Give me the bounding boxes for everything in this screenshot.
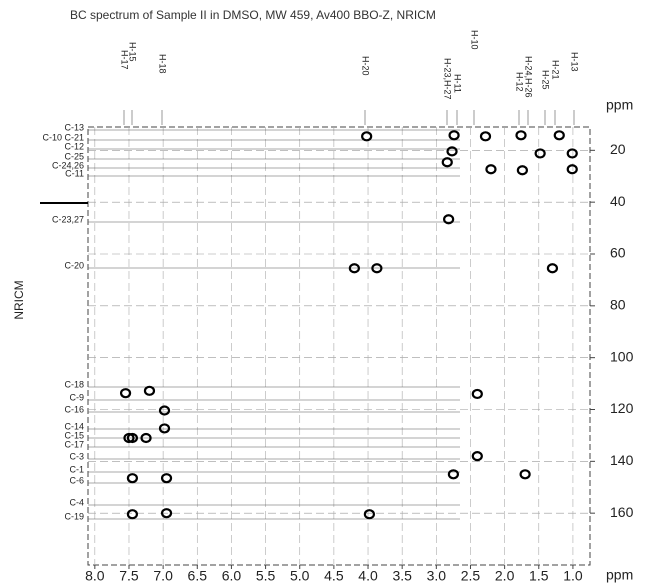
proton-label: H-15: [128, 42, 138, 62]
chart-title: BC spectrum of Sample II in DMSO, MW 459…: [70, 8, 436, 22]
cross-peak: [471, 451, 483, 462]
y-tick-label: 60: [610, 245, 626, 261]
carbon-label: C-25: [64, 151, 84, 161]
carbon-label: C-3: [69, 451, 84, 461]
cross-peak: [126, 509, 138, 520]
cross-peak: [126, 432, 138, 444]
cross-peak: [446, 146, 458, 157]
x-tick-label: 3.0: [427, 568, 447, 584]
carbon-label: C-9: [69, 392, 84, 402]
x-tick-label: 1.5: [529, 568, 549, 584]
carbon-label: C-19: [64, 511, 84, 521]
carbon-label: C-20: [64, 260, 84, 270]
x-tick-label: 2.5: [461, 568, 481, 584]
cross-peak: [348, 263, 360, 274]
y-tick-label: 80: [610, 297, 626, 313]
x-tick-label: 5.0: [290, 568, 310, 584]
proton-label: H-12: [515, 72, 525, 92]
cross-peak: [471, 388, 483, 400]
y-axis-unit: ppm: [606, 97, 633, 113]
cross-peak: [158, 405, 171, 416]
cross-peak: [566, 148, 578, 159]
cross-peak: [553, 130, 565, 141]
x-tick-label: 2.0: [495, 568, 515, 584]
cross-peak: [140, 432, 152, 444]
proton-label: H-24,H-26: [524, 56, 534, 98]
x-tick-label: 4.0: [358, 568, 378, 584]
cross-peak: [119, 388, 132, 399]
proton-label: H-23,H-27: [443, 58, 453, 100]
cross-peak: [479, 131, 492, 142]
x-tick-label: 6.0: [222, 568, 242, 584]
proton-label: H-20: [361, 56, 371, 76]
x-tick-label: 8.0: [85, 568, 105, 584]
x-tick-label: 6.5: [188, 568, 208, 584]
carbon-label: C-24,26: [52, 160, 84, 170]
carbon-label: C-1: [69, 464, 84, 474]
proton-label: H-25: [541, 70, 551, 90]
y-tick-label: 120: [610, 400, 634, 416]
cross-peak: [361, 131, 373, 142]
cross-peak: [516, 165, 528, 176]
cross-peak: [515, 130, 527, 141]
carbon-label: C-16: [64, 404, 84, 414]
cross-peak: [160, 508, 173, 519]
carbon-label: C-4: [69, 497, 84, 507]
proton-label: H-17: [120, 50, 130, 70]
x-tick-label: 7.5: [119, 568, 139, 584]
cross-peak: [546, 263, 559, 274]
carbon-label: C-10 C-21: [42, 132, 84, 142]
proton-label: H-10: [470, 30, 480, 50]
cross-peak: [519, 469, 531, 480]
carbon-label: C-14: [64, 421, 84, 431]
cross-peak: [158, 423, 171, 434]
cross-peak: [441, 157, 453, 168]
carbon-label: C-17: [64, 439, 84, 449]
y-axis-label: NRICM: [12, 280, 26, 319]
x-tick-label: 7.0: [153, 568, 173, 584]
carbon-label: C-13: [64, 122, 84, 132]
y-tick-label: 140: [610, 452, 634, 468]
x-tick-label: 5.5: [256, 568, 276, 584]
carbon-label: C-15: [64, 430, 84, 440]
cross-peak: [448, 130, 460, 141]
x-tick-label: 4.5: [324, 568, 344, 584]
cross-peak: [485, 164, 497, 175]
carbon-label: C-6: [69, 475, 84, 485]
cross-peak: [160, 473, 173, 484]
cross-peak: [443, 214, 455, 225]
y-tick-label: 20: [610, 141, 626, 157]
carbon-label: C-11: [65, 168, 84, 178]
y-tick-label: 100: [610, 348, 634, 364]
cross-peak: [126, 473, 138, 484]
carbon-label: C-18: [64, 379, 84, 389]
x-tick-label: 1.0: [563, 568, 583, 584]
cross-peak: [447, 469, 460, 480]
carbon-label: C-23,27: [52, 214, 84, 224]
cross-peak: [363, 509, 375, 520]
y-tick-label: 40: [610, 193, 626, 209]
x-axis-unit: ppm: [606, 567, 633, 583]
proton-label: H-18: [158, 54, 168, 74]
proton-label: H-11: [453, 74, 463, 93]
cross-peak: [534, 148, 546, 159]
proton-label: H-13: [570, 52, 580, 72]
x-tick-label: 3.5: [392, 568, 412, 584]
cross-peak: [143, 385, 156, 396]
cross-peak: [371, 263, 383, 274]
y-tick-label: 160: [610, 504, 634, 520]
carbon-label: C-12: [64, 141, 84, 151]
plot-frame: [87, 126, 591, 566]
cross-peak: [566, 164, 578, 175]
proton-label: H-21: [551, 60, 561, 80]
